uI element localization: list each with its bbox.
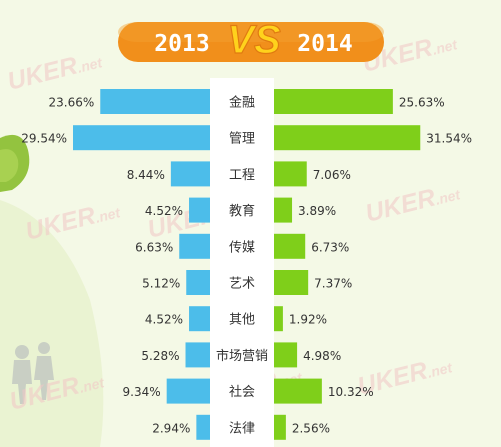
value-label-2013-1: 29.54%: [21, 132, 67, 146]
category-label-2: 工程: [229, 168, 255, 183]
bar-2013-9: [196, 414, 210, 440]
bar-2013-2: [170, 161, 210, 187]
bar-2014-5: [274, 270, 309, 295]
value-label-2014-3: 3.89%: [298, 204, 336, 218]
bar-2014-4: [274, 233, 306, 259]
bar-2014-1: [274, 125, 421, 151]
value-label-2013-8: 9.34%: [123, 385, 161, 399]
value-label-2013-4: 6.63%: [135, 240, 173, 254]
center-label-strip: [210, 78, 274, 447]
bar-2014-9: [274, 414, 286, 440]
bar-2014-6: [274, 306, 283, 332]
header: 2013 VS 2014: [118, 17, 384, 63]
header-year-2013: 2013: [154, 31, 209, 57]
bar-2013-6: [189, 306, 210, 332]
category-label-5: 艺术: [229, 277, 255, 292]
value-label-2013-7: 5.28%: [141, 349, 179, 363]
value-label-2014-8: 10.32%: [328, 385, 374, 399]
value-label-2014-6: 1.92%: [289, 313, 327, 327]
bar-2014-0: [274, 89, 393, 114]
header-year-2014: 2014: [297, 31, 352, 57]
bar-2013-8: [166, 378, 210, 404]
value-label-2013-5: 5.12%: [142, 277, 180, 291]
category-label-9: 法律: [229, 421, 255, 436]
watermark-text-3: UKER.net: [363, 177, 464, 228]
header-pill: [118, 22, 384, 62]
labels-group: 金融 23.66% 25.63% 管理 29.54% 31.54% 工程 8.44% 7.06%…: [21, 95, 472, 437]
header-vs: VS: [227, 18, 281, 62]
background-decoration: [0, 134, 104, 447]
category-label-1: 管理: [229, 132, 255, 147]
category-label-6: 其他: [229, 313, 255, 328]
value-label-2013-0: 23.66%: [49, 96, 95, 110]
value-label-2014-9: 2.56%: [292, 421, 330, 435]
category-label-3: 教育: [229, 203, 255, 219]
value-label-2014-0: 25.63%: [399, 96, 445, 110]
value-label-2014-7: 4.98%: [303, 349, 341, 363]
value-label-2013-9: 2.94%: [152, 421, 190, 435]
watermark-text-0: UKER.net: [5, 45, 106, 96]
bar-2013-7: [185, 342, 210, 368]
value-label-2014-4: 6.73%: [311, 240, 349, 254]
value-label-2013-2: 8.44%: [127, 168, 165, 182]
bar-2013-1: [73, 125, 210, 151]
bar-2013-0: [100, 89, 210, 114]
bar-2013-5: [186, 270, 210, 295]
value-label-2014-5: 7.37%: [314, 277, 352, 291]
value-label-2014-2: 7.06%: [313, 168, 351, 182]
value-label-2014-1: 31.54%: [426, 132, 472, 146]
category-label-7: 市场营销: [216, 348, 268, 364]
bar-2014-3: [274, 197, 293, 223]
watermark-text-2: UKER.net: [23, 195, 124, 246]
bar-2013-3: [189, 197, 210, 223]
bar-2013-4: [179, 233, 210, 259]
category-label-8: 社会: [229, 384, 255, 400]
category-label-4: 传媒: [229, 240, 255, 255]
value-label-2013-6: 4.52%: [145, 313, 183, 327]
bar-2014-2: [274, 161, 307, 187]
bar-2014-7: [274, 342, 298, 368]
category-label-0: 金融: [229, 95, 255, 111]
bar-2014-8: [274, 378, 322, 404]
bars-group: [73, 89, 421, 440]
children-silhouette-icon: [12, 342, 54, 404]
value-label-2013-3: 4.52%: [145, 204, 183, 218]
